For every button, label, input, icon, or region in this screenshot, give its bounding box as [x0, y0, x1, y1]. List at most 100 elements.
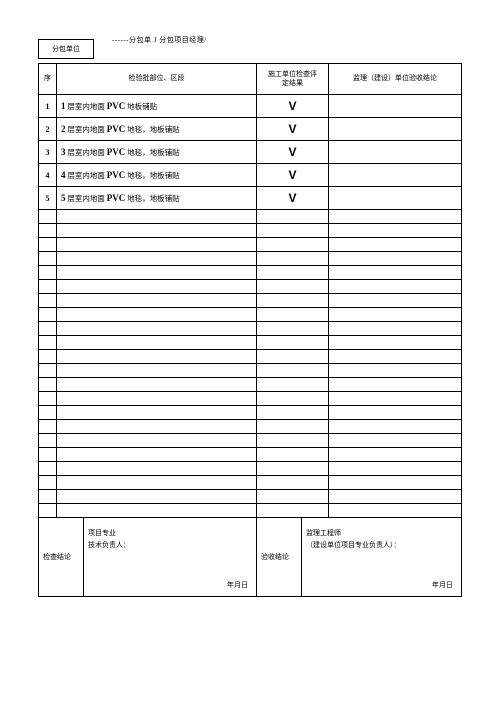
eval-cell	[257, 238, 329, 252]
seq-cell	[39, 490, 57, 504]
table-row	[39, 294, 462, 308]
desc-cell: 1 层室内地面 PVC 地板铺贴	[57, 95, 257, 118]
supv-cell	[329, 448, 462, 462]
supv-cell	[329, 490, 462, 504]
table-row	[39, 378, 462, 392]
footer-right-label-cell: 验收结论	[257, 518, 302, 597]
col-supv-header: 监理（建设）单位验收结论	[329, 64, 462, 95]
eval-cell	[257, 322, 329, 336]
supv-cell	[329, 420, 462, 434]
eval-cell: V	[257, 187, 329, 210]
supervisor-engineer-text: 监理工程师	[306, 528, 341, 538]
table-row	[39, 504, 462, 518]
eval-cell: V	[257, 118, 329, 141]
seq-cell	[39, 266, 57, 280]
seq-cell: 2	[39, 118, 57, 141]
seq-cell	[39, 448, 57, 462]
eval-cell	[257, 504, 329, 518]
table-row	[39, 308, 462, 322]
supv-cell	[329, 504, 462, 518]
table-row	[39, 336, 462, 350]
seq-cell: 3	[39, 141, 57, 164]
supv-cell	[329, 266, 462, 280]
seq-cell	[39, 252, 57, 266]
desc-cell	[57, 322, 257, 336]
desc-cell	[57, 392, 257, 406]
seq-cell	[39, 504, 57, 518]
check-conclusion-label: 检查结论	[43, 552, 71, 562]
eval-cell: V	[257, 164, 329, 187]
seq-cell	[39, 406, 57, 420]
table-row	[39, 490, 462, 504]
table-row	[39, 420, 462, 434]
seq-cell	[39, 308, 57, 322]
table-row: 55 层室内地面 PVC 地毯，地板铺贴V	[39, 187, 462, 210]
seq-cell	[39, 364, 57, 378]
eval-cell	[257, 420, 329, 434]
eval-cell	[257, 252, 329, 266]
eval-cell	[257, 280, 329, 294]
project-specialty-text: 项目专业	[88, 528, 116, 538]
eval-cell	[257, 448, 329, 462]
eval-cell	[257, 266, 329, 280]
seq-cell: 1	[39, 95, 57, 118]
seq-cell	[39, 392, 57, 406]
supv-cell	[329, 210, 462, 224]
table-row	[39, 364, 462, 378]
seq-cell: 4	[39, 164, 57, 187]
table-row: 33 层室内地面 PVC 地毯，地板铺贴V	[39, 141, 462, 164]
tech-lead-label: 技术负责人：	[88, 540, 130, 550]
footer-left-body-cell: 项目专业 技术负责人： 年月日	[84, 518, 257, 597]
desc-cell	[57, 420, 257, 434]
desc-cell: 4 层室内地面 PVC 地毯，地板铺贴	[57, 164, 257, 187]
supv-cell	[329, 164, 462, 187]
desc-cell	[57, 252, 257, 266]
supv-cell	[329, 476, 462, 490]
eval-cell	[257, 336, 329, 350]
table-row	[39, 350, 462, 364]
table-header-row: 序 检验批部位、区段 施工单位检查评 定结果 监理（建设）单位验收结论	[39, 64, 462, 95]
eval-cell	[257, 490, 329, 504]
desc-cell	[57, 266, 257, 280]
table-row: 11 层室内地面 PVC 地板铺贴V	[39, 95, 462, 118]
eval-cell	[257, 364, 329, 378]
seq-cell	[39, 350, 57, 364]
eval-cell	[257, 210, 329, 224]
right-date-label: 年月日	[432, 580, 453, 590]
seq-cell	[39, 280, 57, 294]
seq-cell	[39, 322, 57, 336]
eval-cell	[257, 294, 329, 308]
supv-cell	[329, 238, 462, 252]
desc-cell	[57, 224, 257, 238]
table-row	[39, 392, 462, 406]
supv-cell	[329, 392, 462, 406]
table-row	[39, 448, 462, 462]
table-row: 44 层室内地面 PVC 地毯，地板铺贴V	[39, 164, 462, 187]
seq-cell	[39, 434, 57, 448]
eval-cell	[257, 350, 329, 364]
desc-cell	[57, 364, 257, 378]
table-row	[39, 280, 462, 294]
desc-cell	[57, 308, 257, 322]
eval-cell: V	[257, 95, 329, 118]
left-date-label: 年月日	[227, 580, 248, 590]
table-row	[39, 434, 462, 448]
supv-cell	[329, 434, 462, 448]
supv-cell	[329, 294, 462, 308]
supv-cell	[329, 322, 462, 336]
desc-cell: 2 层室内地面 PVC 地毯，地板铺贴	[57, 118, 257, 141]
table-row	[39, 238, 462, 252]
eval-cell	[257, 308, 329, 322]
eval-cell	[257, 378, 329, 392]
subcontract-unit-box: 分包单位	[38, 39, 94, 59]
desc-cell	[57, 210, 257, 224]
seq-cell: 5	[39, 187, 57, 210]
supv-cell	[329, 224, 462, 238]
header: 分包单位 ------分包单 J 分包项目经理/	[38, 35, 462, 61]
table-row	[39, 252, 462, 266]
supv-cell	[329, 118, 462, 141]
table-row	[39, 224, 462, 238]
supv-cell	[329, 95, 462, 118]
seq-cell	[39, 476, 57, 490]
inspection-table: 序 检验批部位、区段 施工单位检查评 定结果 监理（建设）单位验收结论 11 层…	[38, 63, 462, 518]
